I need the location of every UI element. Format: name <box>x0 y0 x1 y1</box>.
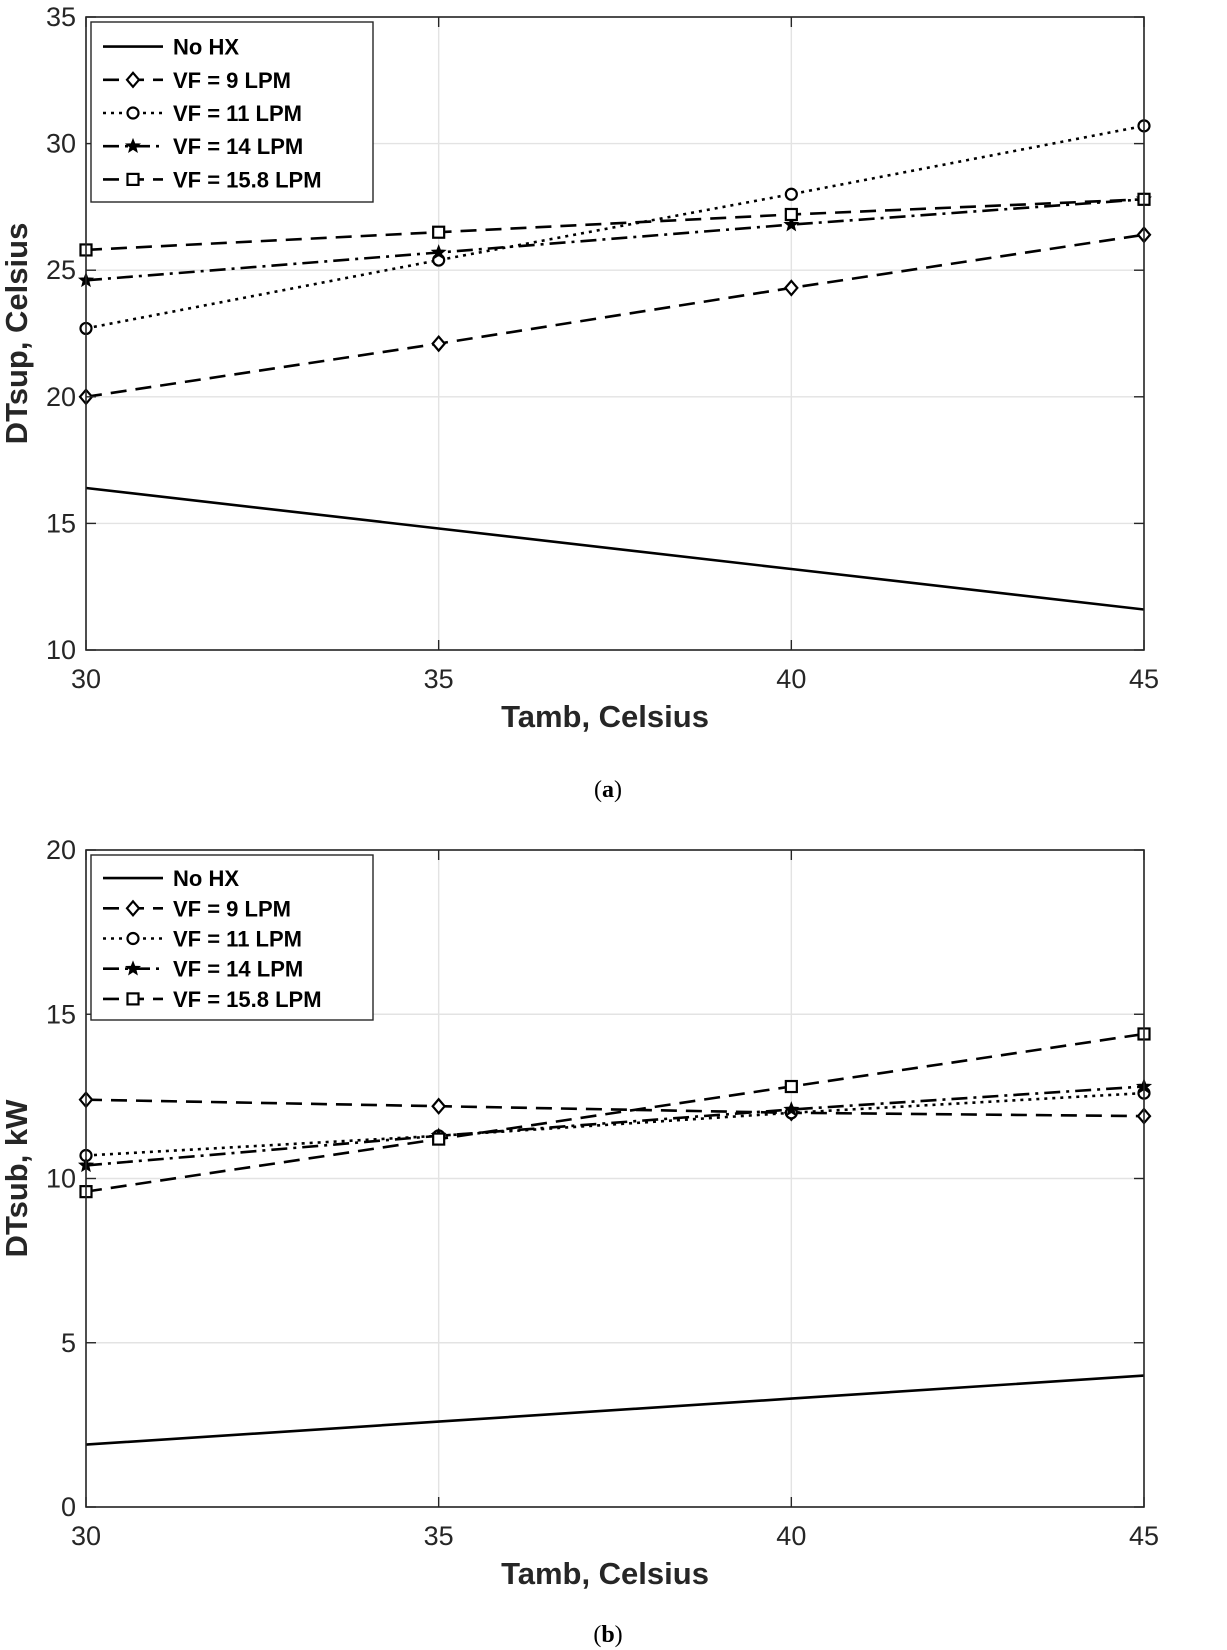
legend-marker <box>126 106 140 120</box>
chart-b: 30 35 40 45 0 5 10 15 20 Tamb, Celsius DTsub, kW No… <box>0 835 1159 1648</box>
legend-label-3: VF = 14 LPM <box>173 134 303 159</box>
data-point <box>784 1079 798 1094</box>
y-axis-label: DTsub, kW <box>0 1099 34 1258</box>
axes-box <box>85 16 1145 651</box>
data-point <box>431 334 447 353</box>
legend-label-4: VF = 15.8 LPM <box>173 987 322 1012</box>
legend-label-2: VF = 11 LPM <box>173 101 302 126</box>
x-axis-label: Tamb, Celsius <box>501 699 709 734</box>
y-tick-label: 15 <box>46 999 76 1029</box>
y-axis-label: DTsup, Celsius <box>0 223 34 445</box>
data-point <box>432 1132 446 1146</box>
y-tick-label: 35 <box>46 2 76 32</box>
y-tick-label: 20 <box>46 382 76 412</box>
x-tick-label: 45 <box>1129 1521 1159 1551</box>
data-point <box>431 1097 447 1115</box>
y-tick-label: 30 <box>46 129 76 159</box>
data-point <box>784 207 798 222</box>
legend-label-3: VF = 14 LPM <box>173 957 303 982</box>
caption-letter: b <box>601 1622 614 1648</box>
series-line-3 <box>85 198 1145 282</box>
figure-caption: (a) <box>594 777 622 803</box>
legend-marker <box>125 71 141 89</box>
series-line-1 <box>85 1098 1145 1118</box>
chart-a: 30 35 40 45 10 15 20 25 30 35 Tamb, Celsius DTsup, … <box>0 2 1159 803</box>
y-tick-label: 15 <box>46 508 76 538</box>
legend-label-0: No HX <box>173 35 239 60</box>
x-tick-label: 30 <box>71 1521 101 1551</box>
data-point <box>784 187 798 201</box>
y-tick-label: 25 <box>46 255 76 285</box>
x-axis-label: Tamb, Celsius <box>501 1556 709 1591</box>
y-tick-label: 0 <box>61 1492 76 1522</box>
y-tick-label: 20 <box>46 835 76 865</box>
legend-marker <box>126 992 140 1006</box>
series-line-2 <box>85 1091 1145 1157</box>
series-line-3 <box>85 1085 1145 1167</box>
data-point <box>432 225 446 239</box>
y-tick-label: 10 <box>46 635 76 665</box>
legend-marker <box>124 960 142 976</box>
x-tick-label: 40 <box>776 1521 806 1551</box>
data-point <box>783 1101 800 1117</box>
y-tick-label: 5 <box>61 1328 76 1358</box>
legend-label-1: VF = 9 LPM <box>173 68 291 93</box>
figure-caption: (b) <box>593 1622 622 1648</box>
series-line-0 <box>85 1374 1145 1446</box>
legend-label-0: No HX <box>173 866 239 891</box>
x-tick-label: 35 <box>424 664 454 694</box>
x-tick-label: 35 <box>424 1521 454 1551</box>
data-point <box>783 216 800 232</box>
legend-label-4: VF = 15.8 LPM <box>173 167 322 192</box>
y-tick-label: 10 <box>46 1164 76 1194</box>
legend-marker <box>126 931 140 946</box>
legend-marker <box>126 172 140 186</box>
legend-marker <box>124 137 142 154</box>
series-line-0 <box>85 486 1145 611</box>
series-line-4 <box>85 1032 1145 1193</box>
series-line-1 <box>85 233 1145 399</box>
data-point <box>430 244 447 260</box>
legend-label-1: VF = 9 LPM <box>173 896 291 921</box>
legend-label-2: VF = 11 LPM <box>173 927 302 952</box>
legend: No HX VF = 9 LPM VF = 11 LPM VF = 14 LPM VF … <box>90 21 374 203</box>
caption-letter: a <box>602 777 614 803</box>
legend-marker <box>125 899 141 917</box>
data-point <box>783 279 799 297</box>
x-tick-label: 45 <box>1129 664 1159 694</box>
series-line-4 <box>85 198 1145 252</box>
series-line-2 <box>85 124 1145 330</box>
x-tick-label: 40 <box>776 664 806 694</box>
legend: No HX VF = 9 LPM VF = 11 LPM VF = 14 LPM VF … <box>90 854 374 1021</box>
x-tick-label: 30 <box>71 664 101 694</box>
